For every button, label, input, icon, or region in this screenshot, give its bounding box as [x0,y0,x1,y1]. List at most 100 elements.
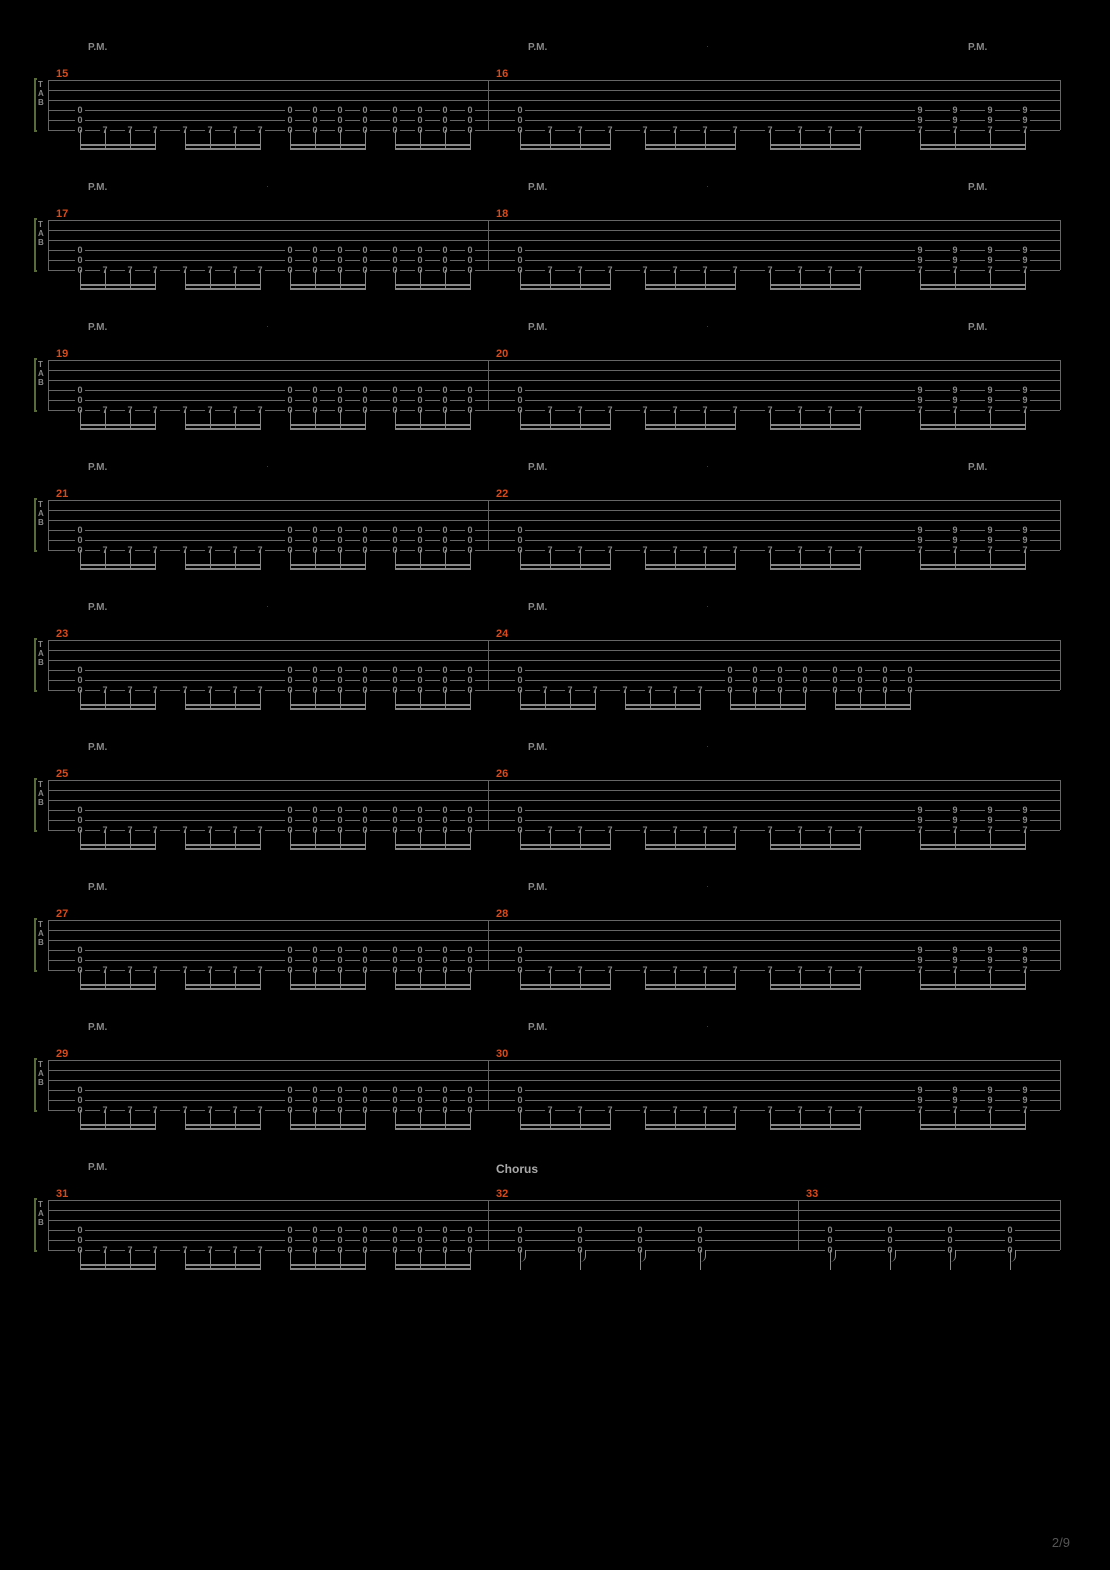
note-stem [130,550,131,570]
measure-number: 29 [56,1048,68,1060]
fret-number: 9 [950,395,960,405]
staff-line [48,390,1060,391]
staff-line [48,660,1060,661]
staff-line [48,110,1060,111]
beam [185,144,260,146]
fret-number: 0 [75,945,85,955]
fret-number: 0 [390,675,400,685]
beam [770,844,860,846]
fret-number: 0 [415,665,425,675]
beam [520,564,610,566]
beam [185,568,260,570]
note-stem [185,1250,186,1270]
fret-number: 0 [390,665,400,675]
fret-number: 0 [515,815,525,825]
beam [645,568,735,570]
fret-number: 0 [415,105,425,115]
beam [290,708,365,710]
palm-mute-label: P.M. [88,322,107,333]
note-stem [365,130,366,150]
beam [835,708,910,710]
beam [730,704,805,706]
fret-number: 9 [1020,525,1030,535]
staff-line [48,800,1060,801]
fret-number: 0 [465,395,475,405]
note-stem [260,690,261,710]
fret-number: 0 [390,245,400,255]
note-stem [675,130,676,150]
beam [290,148,365,150]
beam [730,708,805,710]
fret-number: 9 [1020,1085,1030,1095]
note-stem [610,970,611,990]
staff-line [48,960,1060,961]
fret-number: 0 [440,945,450,955]
palm-mute-label: P.M. [88,602,107,613]
beam [395,704,470,706]
beam [520,284,610,286]
fret-number: 9 [985,115,995,125]
note-stem [155,130,156,150]
note-stem [520,830,521,850]
beam [185,424,260,426]
note-stem [260,550,261,570]
fret-number: 9 [1020,945,1030,955]
note-stem [580,130,581,150]
palm-mute-extent: - - - - - - - - - - - - - - - - - - -| [116,1026,236,1027]
fret-number: 0 [440,535,450,545]
staff-line [48,810,1060,811]
fret-number: 0 [1005,1235,1015,1245]
fret-number: 9 [950,535,960,545]
note-stem [830,410,831,430]
note-flag [950,1250,956,1262]
note-stem [610,130,611,150]
fret-number: 9 [950,245,960,255]
note-stem [920,270,921,290]
staff-line [48,1230,1060,1231]
note-stem [770,550,771,570]
note-stem [105,130,106,150]
note-stem [445,270,446,290]
note-stem [770,410,771,430]
note-stem [445,830,446,850]
note-stem [990,130,991,150]
note-stem [80,1250,81,1270]
staff-line [48,220,1060,221]
note-stem [420,130,421,150]
tab-clef: T A B [38,360,44,387]
note-stem [990,550,991,570]
fret-number: 0 [465,1225,475,1235]
note-stem [520,970,521,990]
fret-number: 9 [915,245,925,255]
fret-number: 0 [775,675,785,685]
fret-number: 0 [75,665,85,675]
beam [625,704,700,706]
measure-number: 15 [56,68,68,80]
note-stem [580,970,581,990]
measure-number: 19 [56,348,68,360]
beam [645,844,735,846]
fret-number: 0 [830,665,840,675]
beam [770,984,860,986]
measure-number: 17 [56,208,68,220]
fret-number: 0 [465,815,475,825]
palm-mute-extent: - - - - - - - - - - - - - - - - - - -| [116,606,286,607]
beam [185,284,260,286]
note-stem [645,550,646,570]
fret-number: 9 [915,955,925,965]
note-stem [80,830,81,850]
palm-mute-label: P.M. [88,742,107,753]
note-stem [860,690,861,710]
fret-number: 0 [390,1235,400,1245]
note-stem [155,830,156,850]
note-stem [130,830,131,850]
fret-number: 0 [310,815,320,825]
barline [48,360,49,410]
fret-number: 9 [985,105,995,115]
fret-number: 0 [390,525,400,535]
note-stem [730,690,731,710]
beam [290,988,365,990]
note-stem [645,970,646,990]
beam [80,848,155,850]
fret-number: 0 [415,535,425,545]
